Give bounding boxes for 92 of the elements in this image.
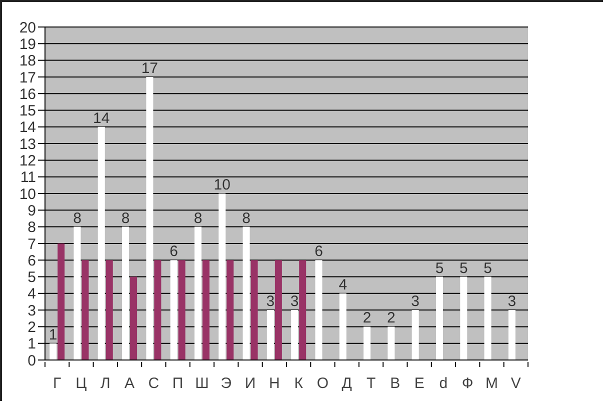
data-label: 3 [411, 293, 420, 310]
bar [412, 310, 419, 360]
y-tick-label: 4 [28, 286, 36, 303]
x-tick-label: Д [342, 375, 352, 392]
bar [202, 260, 210, 360]
x-tick-label: К [294, 375, 304, 392]
bar [266, 310, 274, 360]
y-tick-label: 11 [20, 169, 36, 186]
y-tick-label: 2 [28, 319, 36, 336]
x-tick-label: Ц [76, 375, 87, 392]
data-label: 8 [121, 210, 130, 227]
bar [58, 243, 65, 360]
bar [154, 260, 162, 360]
y-tick-label: 14 [19, 119, 36, 136]
data-label: 3 [290, 293, 299, 310]
data-label: 5 [435, 260, 444, 277]
x-tick-label: В [390, 375, 400, 392]
data-label: 3 [508, 293, 516, 310]
data-label: 6 [314, 243, 323, 260]
bar [178, 260, 186, 360]
x-tick-label: О [316, 375, 329, 392]
data-label: 8 [73, 210, 82, 227]
bar [436, 276, 443, 360]
y-tick-label: 9 [28, 202, 36, 220]
bar [339, 293, 346, 360]
y-tick-label: 17 [19, 69, 36, 86]
x-tick-label: V [510, 375, 521, 392]
x-tick-label: d [439, 375, 448, 392]
y-tick-label: 13 [19, 136, 36, 153]
x-tick-label: Т [366, 375, 376, 392]
bar [50, 343, 57, 360]
data-label: 10 [214, 176, 230, 194]
x-tick-label: Н [269, 375, 280, 392]
x-tick-label: С [148, 375, 160, 392]
bar [194, 226, 202, 360]
bar [170, 260, 178, 360]
bar [226, 260, 234, 360]
data-label: 8 [194, 210, 202, 227]
y-tick-label: 10 [19, 186, 36, 203]
y-tick-label: 8 [28, 219, 36, 236]
x-tick-label: Л [100, 375, 110, 392]
bar [299, 260, 306, 360]
y-tick-label: 5 [28, 269, 36, 286]
x-tick-label: М [486, 375, 498, 392]
x-tick-label: П [172, 375, 184, 392]
bar [250, 260, 258, 360]
data-label: 4 [338, 276, 348, 294]
bar [364, 326, 371, 360]
data-label: 5 [484, 260, 492, 277]
data-label: 8 [242, 210, 250, 227]
bar [274, 260, 282, 360]
data-label: 17 [141, 60, 158, 77]
bar [146, 76, 154, 360]
y-tick-label: 12 [19, 152, 36, 170]
y-tick-label: 3 [28, 302, 36, 320]
x-tick-label: Г [53, 375, 62, 392]
x-tick-label: Е [414, 375, 424, 392]
x-tick-label: Э [220, 375, 232, 392]
data-label: 3 [266, 293, 275, 310]
data-label: 2 [387, 310, 396, 327]
bar [291, 310, 298, 360]
bar [130, 276, 138, 360]
data-label: 6 [170, 243, 178, 260]
data-label: 5 [459, 260, 468, 277]
bar [218, 194, 226, 360]
y-tick-label: 7 [28, 236, 36, 253]
data-label: 1 [48, 326, 58, 344]
bar [315, 260, 322, 360]
y-tick-label: 15 [19, 102, 36, 120]
x-tick-label: Ш [195, 375, 209, 392]
y-tick-label: 1 [28, 336, 36, 353]
bar [98, 126, 105, 360]
y-tick-label: 16 [19, 86, 36, 103]
y-tick-label: 6 [28, 252, 36, 270]
x-tick-label: Ф [462, 375, 474, 392]
bar [508, 310, 516, 360]
bar [460, 276, 468, 360]
bar [122, 226, 130, 360]
bar [74, 226, 81, 360]
data-label: 2 [362, 310, 372, 327]
bar [106, 260, 113, 360]
y-tick-label: 19 [19, 36, 36, 53]
bar [82, 260, 89, 360]
x-tick-label: А [124, 375, 135, 392]
y-tick-label: 0 [28, 352, 36, 370]
bar [484, 276, 492, 360]
bar [242, 226, 250, 360]
y-tick-label: 18 [19, 52, 36, 70]
bar [388, 326, 395, 360]
y-tick-label: 20 [19, 19, 36, 36]
data-label: 14 [93, 110, 110, 127]
x-tick-label: И [244, 375, 256, 392]
